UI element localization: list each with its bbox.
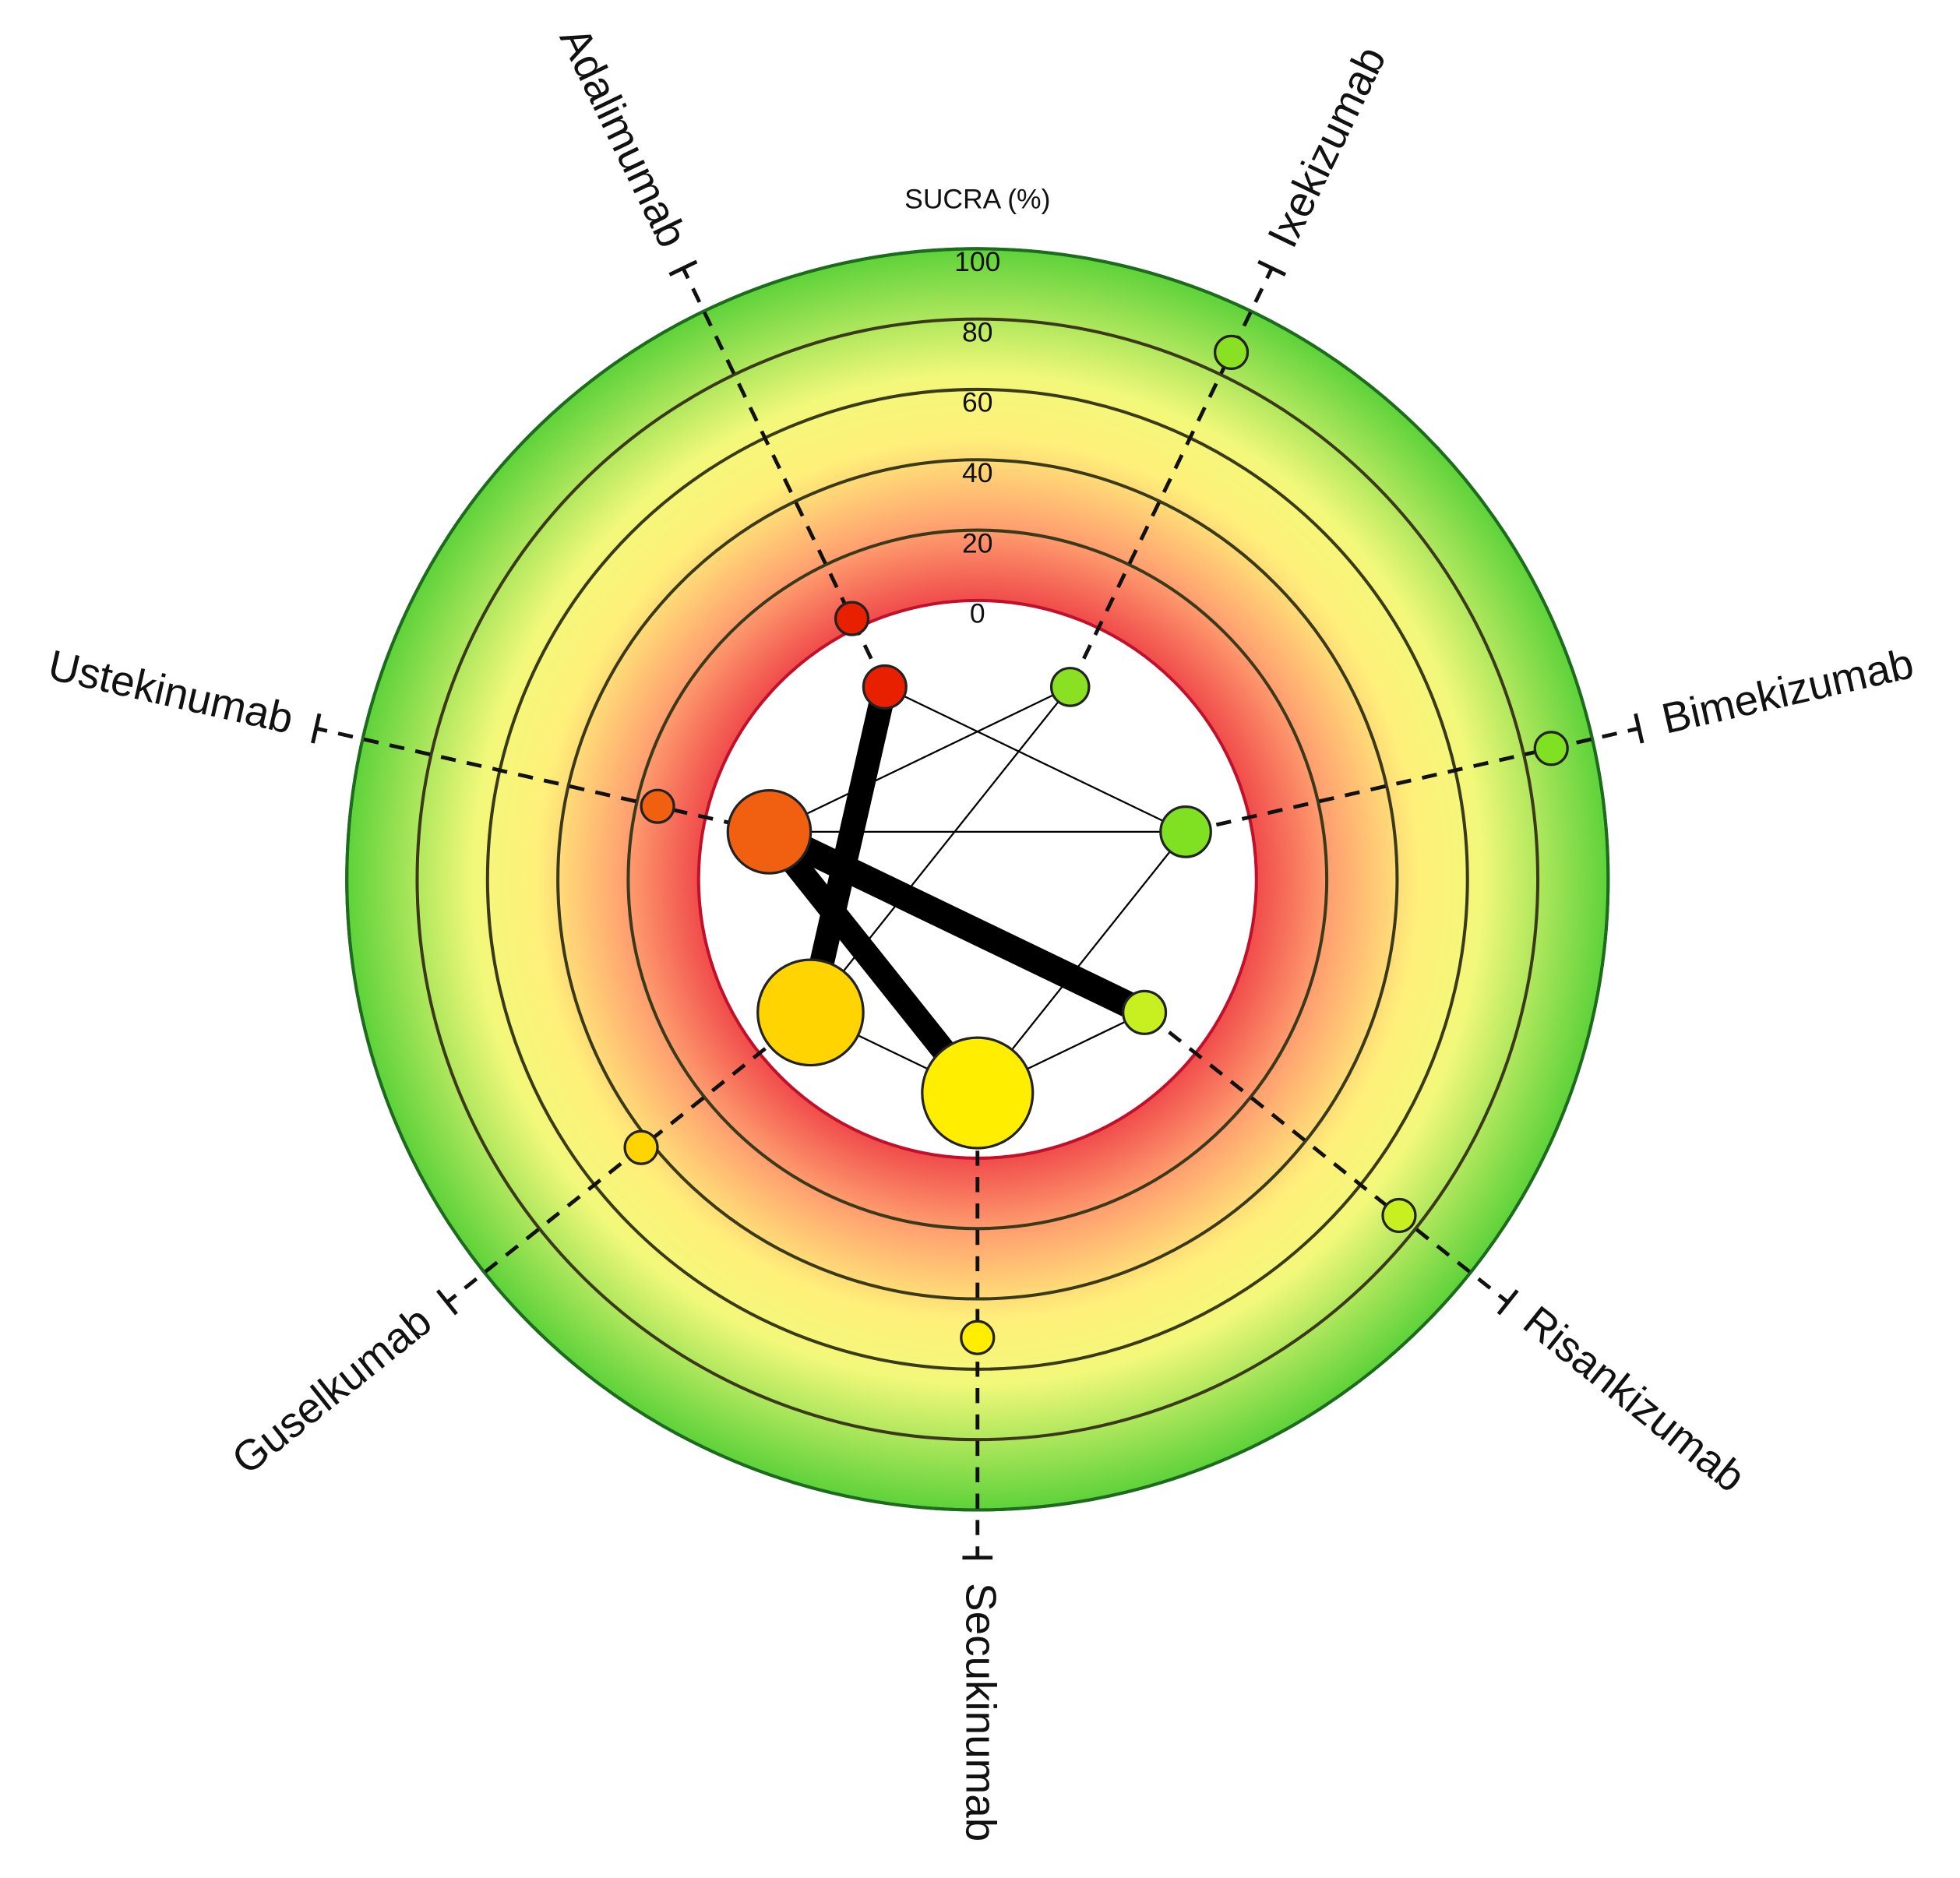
network-node <box>862 664 908 710</box>
axis-tick <box>435 1289 458 1316</box>
sucra-point <box>1213 334 1250 370</box>
r-tick-label: 20 <box>962 527 992 558</box>
r-tick-label: 80 <box>962 316 992 347</box>
category-label: Secukinumab <box>957 1583 1005 1841</box>
category-label: Ixekizumab <box>1258 39 1395 255</box>
ring-grid-line <box>415 317 1540 1442</box>
ring-grid-line <box>556 458 1399 1301</box>
axis-tick <box>1257 259 1287 277</box>
axis-line <box>1215 726 1640 827</box>
r-tick-label: 100 <box>954 246 1000 277</box>
network-edge <box>768 685 1071 833</box>
category-label: Risankizumab <box>1514 1296 1754 1501</box>
r-tick-label: 40 <box>962 457 992 488</box>
axis-line <box>1082 267 1274 660</box>
sucra-point <box>960 1320 996 1355</box>
sucra-point <box>623 1129 659 1165</box>
network-edge <box>884 685 1186 833</box>
network-edge <box>798 684 897 1016</box>
sucra-point <box>1533 731 1569 766</box>
axis-line <box>681 267 873 660</box>
sucra-point <box>640 788 675 824</box>
r-tick-label: 60 <box>962 387 992 418</box>
axis-title: SUCRA (%) <box>904 183 1050 214</box>
axis-tick <box>668 259 698 277</box>
category-label: Guselkumab <box>223 1296 440 1483</box>
sucra-point <box>1381 1197 1417 1234</box>
category-label: Ustekinumab <box>44 640 298 743</box>
category-label: Bimekizumab <box>1657 639 1918 743</box>
axis-line <box>446 1031 788 1304</box>
axis-tick <box>1496 1289 1519 1316</box>
network-edge <box>763 819 1151 1025</box>
category-label: Adalimumab <box>551 19 697 254</box>
network-node <box>1049 667 1091 707</box>
network-edge <box>809 686 1071 1013</box>
network-node <box>726 789 813 875</box>
axis-line <box>316 726 739 827</box>
r-tick-label: 0 <box>970 598 985 629</box>
network-node <box>921 1036 1035 1150</box>
network-node <box>1122 989 1168 1035</box>
ring-grid-line <box>626 528 1329 1231</box>
network-node <box>1159 805 1212 858</box>
axis-tick <box>311 713 322 744</box>
axis-line <box>1168 1031 1510 1304</box>
axis-tick <box>1634 713 1644 744</box>
ring-grid-line <box>345 247 1610 1512</box>
network-node <box>756 958 865 1067</box>
sucra-point <box>834 601 870 636</box>
